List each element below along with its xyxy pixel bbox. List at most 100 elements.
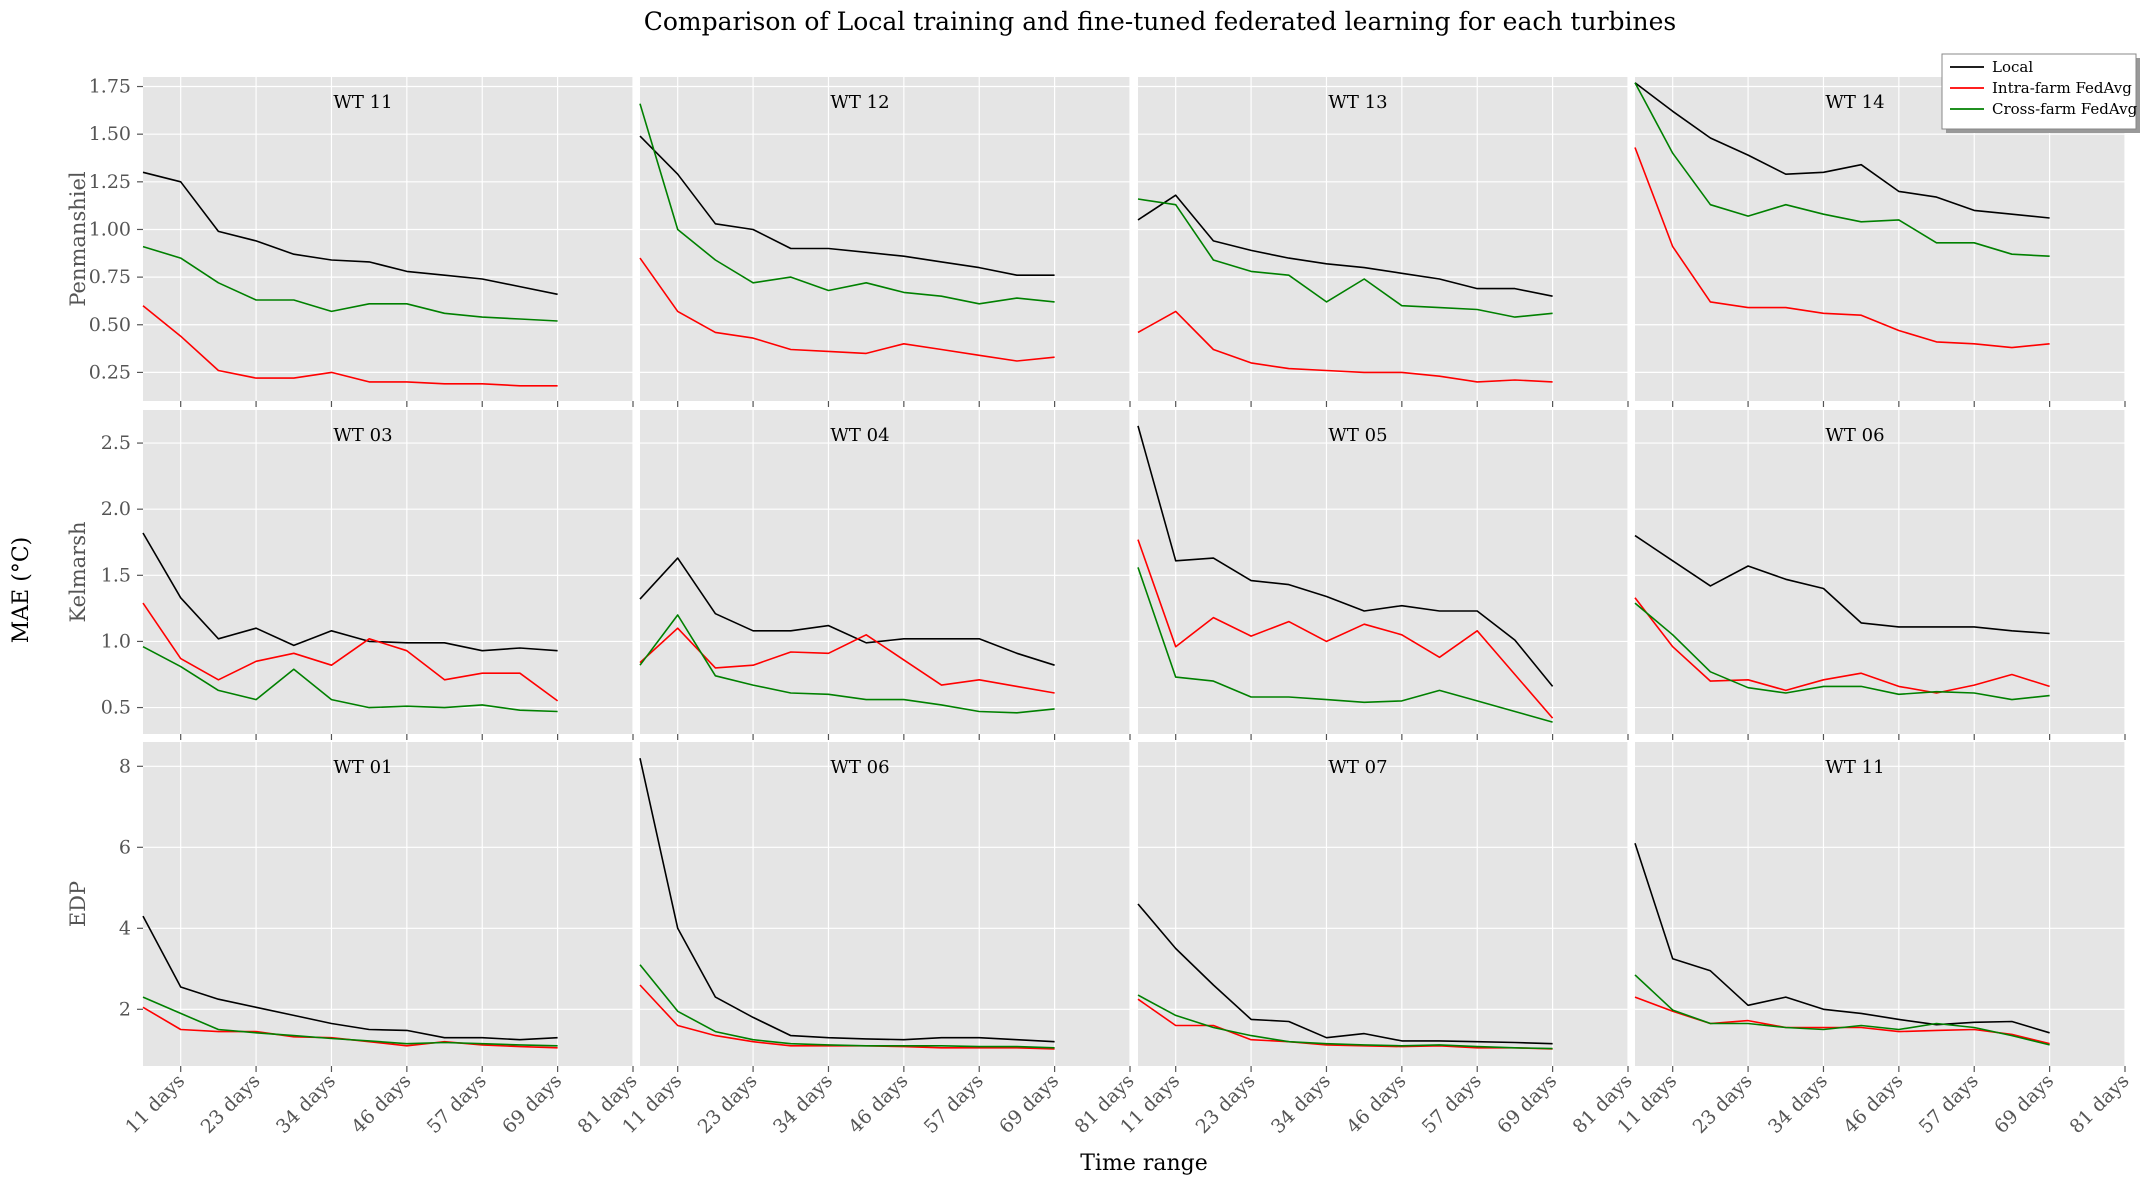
x-tick-label: 81 days xyxy=(2066,1070,2134,1138)
panel-title: WT 11 xyxy=(1825,757,1884,778)
legend-label: Cross-farm FedAvg xyxy=(1992,100,2138,118)
x-tick-label: 23 days xyxy=(1689,1070,1757,1138)
x-tick-label: 69 days xyxy=(995,1070,1063,1138)
series-line-local xyxy=(142,532,558,652)
panel-kelmarsh-wt-06: WT 06 xyxy=(1634,410,2126,740)
series-line-local xyxy=(639,135,1055,277)
x-tick-label: 69 days xyxy=(498,1070,566,1138)
series-line-cross-farm-fedavg xyxy=(1137,994,1553,1050)
series-line-local xyxy=(1137,903,1553,1045)
plot-area xyxy=(143,742,633,1066)
plot-area xyxy=(143,77,633,401)
x-tick-label: 57 days xyxy=(1418,1070,1486,1138)
x-tick-label: 11 days xyxy=(121,1070,189,1138)
x-axis-label: Time range xyxy=(1080,1151,1208,1176)
x-tick-label: 23 days xyxy=(1192,1070,1260,1138)
x-tick-label: 23 days xyxy=(694,1070,762,1138)
panel-title: WT 04 xyxy=(830,425,889,446)
panel-title: WT 05 xyxy=(1328,425,1387,446)
series-line-cross-farm-fedavg xyxy=(1137,567,1553,723)
plot-area xyxy=(1635,410,2125,734)
panel-title: WT 13 xyxy=(1328,92,1387,113)
series-line-cross-farm-fedavg xyxy=(142,996,558,1047)
series-line-cross-farm-fedavg xyxy=(1634,602,2050,701)
y-tick-label: 1.50 xyxy=(89,123,131,145)
y-tick-label: 2.5 xyxy=(101,432,131,454)
series-line-local xyxy=(639,557,1055,666)
row-label-edp: EDP xyxy=(66,881,90,927)
y-tick-label: 0.5 xyxy=(101,697,131,719)
x-tick-label: 69 days xyxy=(1990,1070,2058,1138)
series-line-intra-farm-fedavg xyxy=(1634,597,2050,694)
legend-item-local: Local xyxy=(1950,58,2033,76)
plot-area xyxy=(640,742,1130,1066)
legend: Local Intra-farm FedAvg Cross-farm FedAvg xyxy=(1941,53,2140,133)
legend-item-cross-farm-fedavg: Cross-farm FedAvg xyxy=(1950,100,2138,118)
series-line-local xyxy=(1137,194,1553,297)
y-tick-label: 2.0 xyxy=(101,498,131,520)
series-line-intra-farm-fedavg xyxy=(1137,539,1554,719)
panel-penmanshiel-wt-11: WT 11 xyxy=(137,77,634,407)
y-tick-label: 1.0 xyxy=(101,630,131,652)
panel-title: WT 11 xyxy=(333,92,392,113)
series-line-local xyxy=(142,915,558,1041)
series-line-cross-farm-fedavg xyxy=(1634,82,2050,257)
x-tick-label: 34 days xyxy=(769,1070,837,1138)
series-line-cross-farm-fedavg xyxy=(1137,198,1553,318)
y-tick-label: 1.00 xyxy=(89,218,131,240)
series-line-intra-farm-fedavg xyxy=(639,627,1055,694)
x-tick-label: 69 days xyxy=(1493,1070,1561,1138)
y-axis-label: MAE (°C) xyxy=(9,537,34,643)
x-tick-label: 23 days xyxy=(197,1070,265,1138)
series-line-cross-farm-fedavg xyxy=(639,103,1055,305)
y-tick-label: 4 xyxy=(119,917,131,939)
x-tick-label: 46 days xyxy=(1342,1070,1410,1138)
legend-label: Intra-farm FedAvg xyxy=(1992,79,2132,97)
y-tick-label: 2 xyxy=(119,998,131,1020)
x-tick-label: 57 days xyxy=(423,1070,491,1138)
y-tick-label: 1.25 xyxy=(89,171,131,193)
panel-kelmarsh-wt-03: WT 03 xyxy=(137,410,634,740)
x-tick-label: 46 days xyxy=(347,1070,415,1138)
series-line-intra-farm-fedavg xyxy=(142,305,558,387)
plot-area xyxy=(640,410,1130,734)
panel-penmanshiel-wt-12: WT 12 xyxy=(639,77,1131,407)
plot-area xyxy=(1635,742,2125,1066)
series-line-cross-farm-fedavg xyxy=(639,964,1055,1049)
chart-title: Comparison of Local training and fine-tu… xyxy=(644,7,1677,36)
series-line-local xyxy=(1634,534,2050,635)
plot-area xyxy=(1138,410,1628,734)
row-label-penmanshiel: Penmanshiel xyxy=(66,171,90,307)
panel-penmanshiel-wt-13: WT 13 xyxy=(1137,77,1629,407)
series-line-intra-farm-fedavg xyxy=(1634,147,2050,349)
row-label-kelmarsh: Kelmarsh xyxy=(66,521,90,622)
series-line-local xyxy=(1634,843,2050,1034)
panel-edp-wt-01: WT 01 11 days 23 days 34 days 46 days 57 days… xyxy=(121,742,642,1138)
y-tick-label: 6 xyxy=(119,836,131,858)
x-tick-label: 34 days xyxy=(1267,1070,1335,1138)
y-tick-label: 1.75 xyxy=(89,76,131,98)
plot-area xyxy=(1138,742,1628,1066)
series-line-intra-farm-fedavg xyxy=(142,602,559,702)
y-tick-label: 8 xyxy=(119,755,131,777)
x-tick-label: 34 days xyxy=(1764,1070,1832,1138)
panel-title: WT 06 xyxy=(1825,425,1884,446)
series-line-cross-farm-fedavg xyxy=(639,614,1055,714)
y-tick-label: 0.50 xyxy=(89,314,131,336)
series-line-local xyxy=(1634,82,2050,219)
x-tick-label: 46 days xyxy=(844,1070,912,1138)
y-tick-label: 1.5 xyxy=(101,564,131,586)
series-line-cross-farm-fedavg xyxy=(142,645,558,713)
plot-area xyxy=(1138,77,1628,401)
panel-title: WT 07 xyxy=(1328,757,1387,778)
series-line-intra-farm-fedavg xyxy=(1137,310,1553,383)
panel-title: WT 14 xyxy=(1825,92,1884,113)
series-line-local xyxy=(142,171,558,296)
series-line-cross-farm-fedavg xyxy=(142,245,558,322)
x-tick-label: 46 days xyxy=(1839,1070,1907,1138)
panel-grid: Penmanshiel 0.25 0.50 0.75 1.00 1.25 1.50 1.75 W… xyxy=(66,76,2134,1138)
